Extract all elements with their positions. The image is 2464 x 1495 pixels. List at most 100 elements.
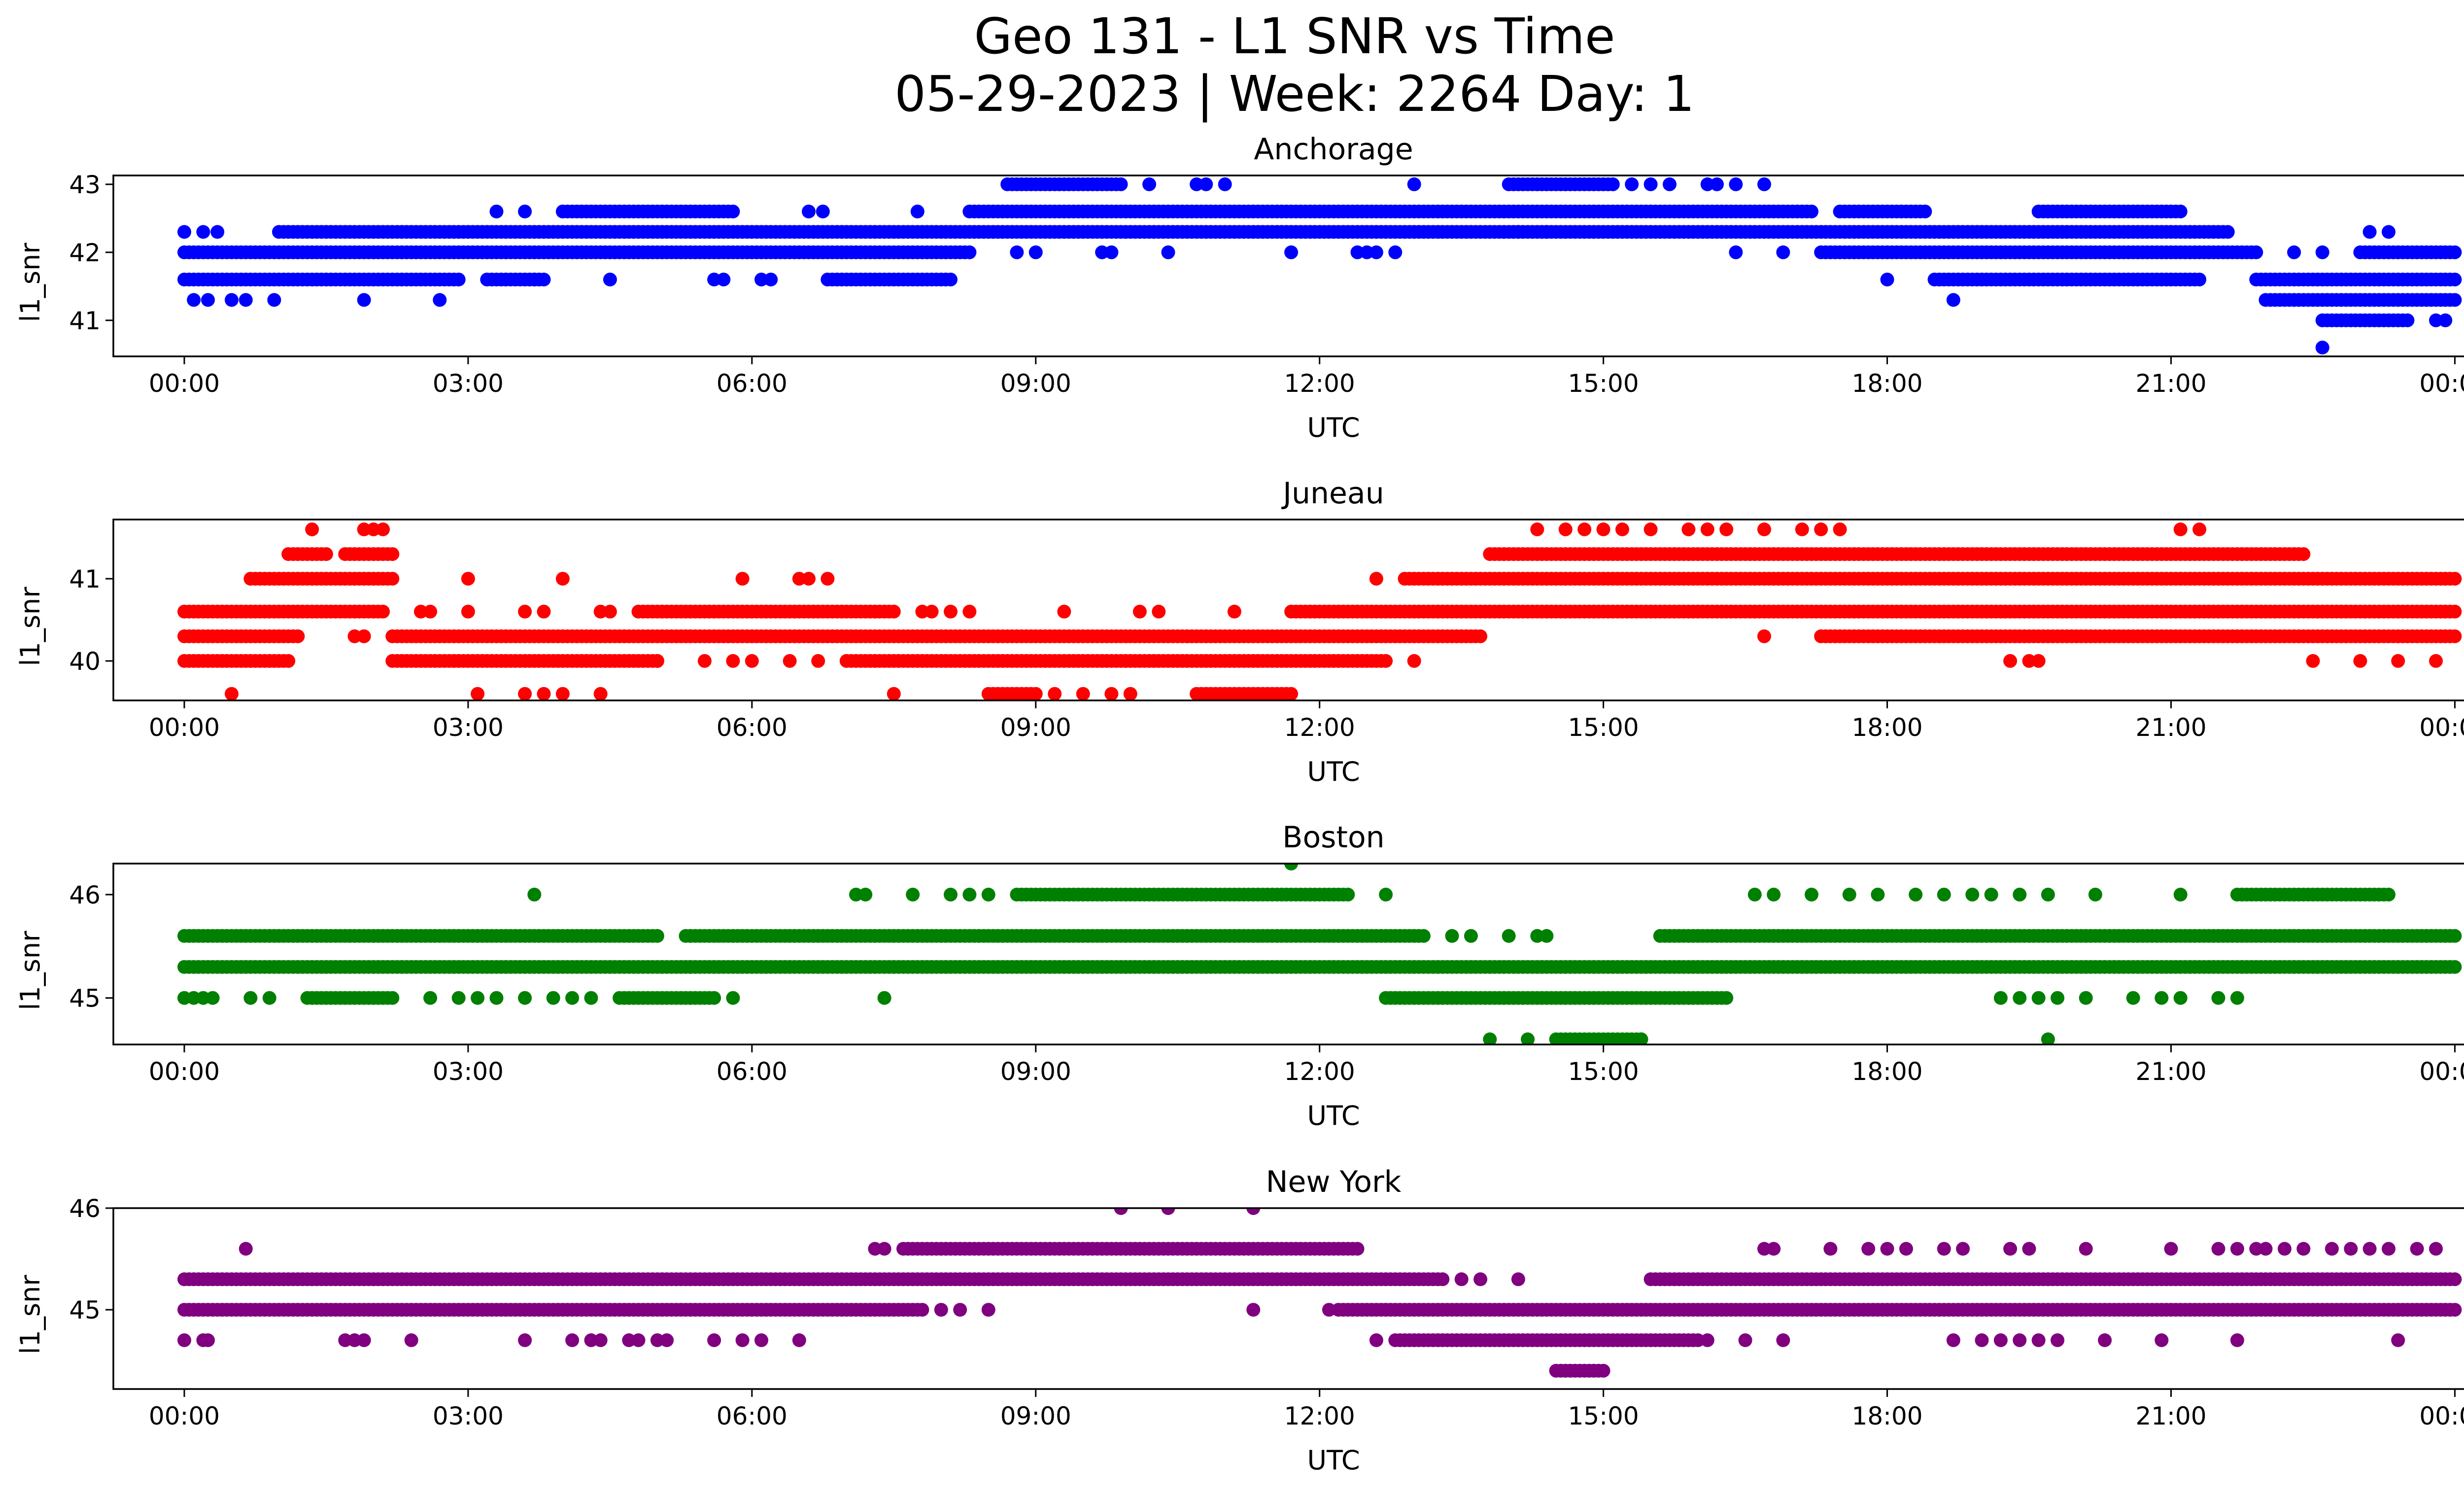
data-point <box>2051 991 2065 1005</box>
data-point <box>471 991 485 1005</box>
data-point <box>1965 887 1980 902</box>
x-tick-label: 15:00 <box>1568 1057 1639 1086</box>
data-point <box>2173 887 2188 902</box>
data-point <box>2448 1303 2462 1317</box>
data-point <box>555 572 570 586</box>
data-point <box>385 572 400 586</box>
data-point <box>518 687 532 700</box>
data-point <box>357 629 371 643</box>
data-point <box>697 654 712 668</box>
data-point <box>2173 205 2188 219</box>
x-tick-label: 00:00 <box>149 713 220 742</box>
data-point <box>2031 654 2046 668</box>
data-point <box>527 273 542 287</box>
data-point <box>210 225 225 239</box>
data-point <box>433 293 447 307</box>
data-point <box>205 991 220 1005</box>
data-point <box>1407 177 1421 191</box>
x-tick-label: 09:00 <box>1000 369 1071 398</box>
data-point <box>2173 522 2188 536</box>
data-point <box>2353 654 2367 668</box>
data-point <box>243 991 258 1005</box>
x-tick-label: 06:00 <box>717 713 787 742</box>
x-tick-label: 06:00 <box>717 1057 787 1086</box>
data-point <box>2315 245 2329 259</box>
data-points <box>177 522 2462 700</box>
data-point <box>357 293 371 307</box>
y-tick-label: 46 <box>69 881 101 909</box>
data-point <box>385 991 400 1005</box>
data-point <box>962 887 977 902</box>
data-point <box>1502 929 1516 943</box>
data-point <box>376 604 390 619</box>
data-point <box>1871 887 1885 902</box>
data-point <box>1511 225 1525 239</box>
data-point <box>1795 522 1809 536</box>
data-point <box>2448 960 2462 974</box>
data-point <box>1540 225 1554 239</box>
y-axis-label: l1_snr <box>15 587 46 666</box>
data-point <box>1416 929 1431 943</box>
data-point <box>1152 604 1166 619</box>
x-tick-label: 09:00 <box>1000 713 1071 742</box>
data-point <box>2041 887 2055 902</box>
data-point <box>1028 245 1043 259</box>
data-point <box>187 293 201 307</box>
x-tick-label: 00:00 <box>149 369 220 398</box>
axes-frame <box>112 519 2464 701</box>
data-point <box>2448 604 2462 619</box>
subplot-boston: Boston UTC l1_snr 00:00 03:00 06:00 09:00 12… <box>15 820 2464 1131</box>
data-point <box>1729 177 1743 191</box>
data-point <box>2315 341 2329 355</box>
data-point <box>2362 225 2377 239</box>
data-point <box>944 604 958 619</box>
x-tick-label: 18:00 <box>1852 1057 1923 1086</box>
data-point <box>376 522 390 536</box>
data-point <box>225 293 239 307</box>
data-point <box>1483 1032 1497 1044</box>
data-point <box>546 991 560 1005</box>
data-point <box>915 604 929 619</box>
x-tick-label: 15:00 <box>1568 369 1639 398</box>
data-point <box>2173 991 2188 1005</box>
data-point <box>2306 654 2320 668</box>
data-point <box>527 887 542 902</box>
data-point <box>305 522 319 536</box>
data-point <box>877 991 891 1005</box>
data-point <box>1010 245 1024 259</box>
data-point <box>1161 245 1175 259</box>
data-point <box>1388 245 1403 259</box>
data-point <box>471 687 485 700</box>
data-point <box>1596 522 1610 536</box>
x-tick-label: 21:00 <box>2135 369 2206 398</box>
subplot-title: Anchorage <box>1254 132 1413 167</box>
data-point <box>1369 572 1383 586</box>
x-axis-label: UTC <box>1307 412 1360 443</box>
data-point <box>1114 177 1128 191</box>
data-point <box>1757 177 1771 191</box>
y-tick-label: 41 <box>69 565 101 593</box>
data-point <box>423 604 438 619</box>
data-point <box>1634 1032 1648 1044</box>
data-point <box>924 604 939 619</box>
data-point <box>413 604 428 619</box>
plot-area: 00:00 03:00 06:00 09:00 12:00 15:00 18:00 21:00… <box>69 863 2464 1086</box>
data-point <box>1805 205 1818 219</box>
data-point <box>1284 245 1299 259</box>
data-point <box>1132 604 1147 619</box>
data-point <box>537 687 551 700</box>
plot-area: 00:00 03:00 06:00 09:00 12:00 15:00 18:00 21:00… <box>69 519 2464 742</box>
subplot-title: New York <box>1266 1165 1402 1199</box>
data-point <box>537 273 551 287</box>
data-point <box>1805 887 1818 902</box>
data-point <box>1937 887 1951 902</box>
subplot-anchorage: Anchorage UTC l1_snr 00:00 03:00 06:00 09:0… <box>15 132 2464 443</box>
y-tick-label: 43 <box>69 171 101 199</box>
data-point <box>915 1303 929 1317</box>
data-point <box>2448 245 2462 259</box>
data-point <box>1757 629 1771 643</box>
data-point <box>423 991 438 1005</box>
data-point <box>1521 1032 1535 1044</box>
data-point <box>2296 547 2311 561</box>
data-point <box>1757 522 1771 536</box>
